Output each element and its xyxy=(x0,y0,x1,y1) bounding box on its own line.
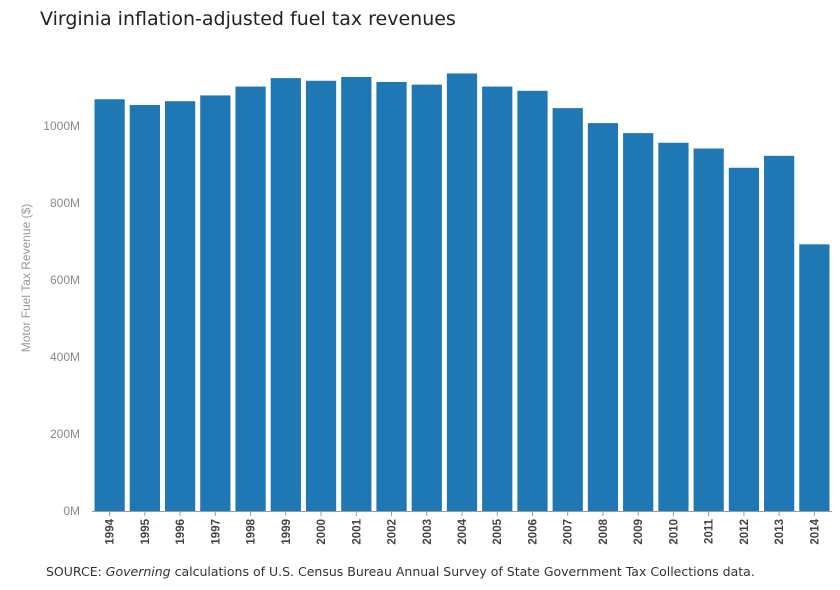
x-tick-label: 2010 xyxy=(668,519,680,545)
x-tick-label: 2014 xyxy=(809,518,821,544)
x-tick-label: 2012 xyxy=(739,519,751,545)
bar-1994 xyxy=(94,99,125,511)
y-tick-label: 800M xyxy=(50,196,80,210)
bar-1998 xyxy=(235,86,266,511)
x-tick-label: 1994 xyxy=(105,518,117,544)
y-axis: 0M 200M 400M 600M 800M 1000M xyxy=(43,119,80,518)
y-tick-label: 600M xyxy=(50,273,80,287)
x-tick-label: 1995 xyxy=(140,518,152,544)
source-note: SOURCE: Governing calculations of U.S. C… xyxy=(46,564,755,579)
bar-2013 xyxy=(764,155,795,511)
bar-2007 xyxy=(552,108,583,512)
bar-2012 xyxy=(728,167,760,511)
x-tick-label: 2003 xyxy=(422,519,434,545)
bar-2014 xyxy=(799,244,830,511)
x-tick-label: 2011 xyxy=(704,518,716,544)
bar-2003 xyxy=(411,84,442,511)
bar-2010 xyxy=(658,142,689,511)
x-tick-label: 1997 xyxy=(210,519,222,545)
source-publication: Governing xyxy=(105,564,171,579)
bar-2001 xyxy=(341,76,372,511)
bar-2008 xyxy=(587,123,619,512)
bar-chart: 0M 200M 400M 600M 800M 1000M Motor Fuel Tax R… xyxy=(19,73,832,545)
bar-2000 xyxy=(305,80,337,511)
x-tick-label: 1999 xyxy=(281,519,293,545)
y-tick-label: 200M xyxy=(50,427,80,441)
bar-2011 xyxy=(693,148,724,511)
bar-1996 xyxy=(164,101,196,511)
x-tick-label: 2004 xyxy=(457,518,469,544)
chart-title: Virginia inflation-adjusted fuel tax rev… xyxy=(40,8,456,30)
y-tick-label: 400M xyxy=(50,350,80,364)
x-tick-label: 1996 xyxy=(175,519,187,545)
x-tick-label: 2005 xyxy=(492,518,504,544)
y-tick-label: 1000M xyxy=(43,119,80,133)
bar-1997 xyxy=(200,95,231,512)
x-tick-label: 2000 xyxy=(316,519,328,545)
source-prefix: SOURCE: xyxy=(46,564,106,579)
bar-2009 xyxy=(623,133,654,511)
x-axis: 1994 1995 1996 1997 1998 1999 2000 2001 2002 2003… xyxy=(105,512,821,545)
x-tick-label: 2007 xyxy=(563,519,575,545)
y-tick-label: 0M xyxy=(63,504,80,518)
y-axis-label: Motor Fuel Tax Revenue ($) xyxy=(19,204,33,353)
x-tick-label: 1998 xyxy=(246,518,258,544)
bar-2002 xyxy=(376,81,407,511)
x-tick-label: 2008 xyxy=(598,518,610,544)
bar-2006 xyxy=(517,90,548,512)
bars xyxy=(94,73,830,512)
bar-2005 xyxy=(482,86,513,511)
x-tick-label: 2009 xyxy=(633,519,645,545)
bar-2004 xyxy=(446,73,478,511)
x-tick-label: 2006 xyxy=(527,519,539,545)
bar-1995 xyxy=(129,105,160,511)
x-tick-label: 2013 xyxy=(774,519,786,545)
x-tick-label: 2002 xyxy=(387,519,399,545)
bar-1999 xyxy=(270,78,301,511)
x-tick-label: 2001 xyxy=(351,518,363,544)
source-text: calculations of U.S. Census Bureau Annua… xyxy=(170,564,755,579)
